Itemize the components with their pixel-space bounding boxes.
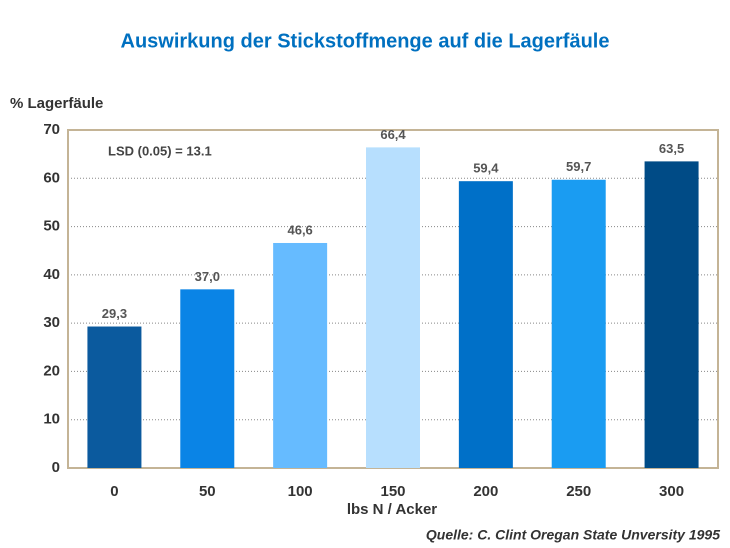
x-axis-label: lbs N / Acker xyxy=(347,501,437,518)
y-tick-label: 30 xyxy=(43,314,60,331)
y-axis-label: % Lagerfäule xyxy=(10,95,103,112)
value-label: 46,6 xyxy=(287,222,312,237)
y-tick-label: 70 xyxy=(43,121,60,138)
bar xyxy=(366,147,420,468)
x-tick-label: 200 xyxy=(473,483,498,500)
value-label: 59,7 xyxy=(566,159,591,174)
y-tick-label: 20 xyxy=(43,362,60,379)
x-tick-label: 300 xyxy=(659,483,684,500)
x-tick-label: 50 xyxy=(199,483,216,500)
x-tick-label: 150 xyxy=(380,483,405,500)
y-tick-label: 40 xyxy=(43,266,60,283)
bar xyxy=(551,179,606,468)
bar xyxy=(87,326,142,468)
bar xyxy=(458,181,513,468)
value-label: 66,4 xyxy=(380,127,406,142)
annotation: LSD (0.05) = 13.1 xyxy=(108,143,212,158)
value-label: 59,4 xyxy=(473,161,499,176)
y-tick-label: 60 xyxy=(43,169,60,186)
bar xyxy=(273,242,328,468)
source: Quelle: C. Clint Oregan State Unversity … xyxy=(426,527,720,543)
x-tick-label: 250 xyxy=(566,483,591,500)
chart-title: Auswirkung der Stickstoffmenge auf die L… xyxy=(121,30,610,52)
y-tick-label: 0 xyxy=(52,459,60,476)
value-label: 37,0 xyxy=(195,269,220,284)
value-label: 63,5 xyxy=(659,141,684,156)
x-tick-label: 100 xyxy=(288,483,313,500)
bar xyxy=(644,161,699,468)
bar xyxy=(180,289,235,468)
y-tick-label: 50 xyxy=(43,218,60,235)
value-label: 29,3 xyxy=(102,306,127,321)
y-tick-label: 10 xyxy=(43,411,60,428)
x-tick-label: 0 xyxy=(110,483,118,500)
